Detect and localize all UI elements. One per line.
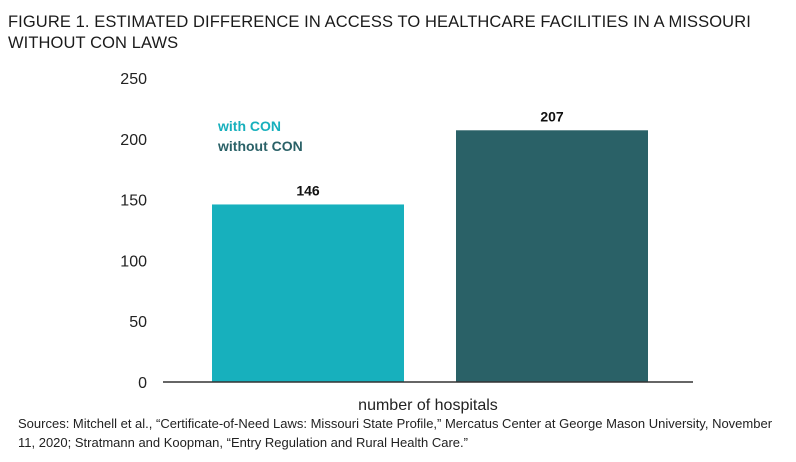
y-tick-label: 250 [120,71,147,88]
bar-without-con [456,130,648,382]
y-tick-label: 100 [120,253,147,270]
y-tick-label: 50 [129,314,147,331]
figure-title: FIGURE 1. ESTIMATED DIFFERENCE IN ACCESS… [8,13,751,52]
bar-with-con [212,204,404,382]
data-label: 207 [540,108,564,124]
x-axis-label: number of hospitals [358,397,498,414]
legend-entry: with CON [217,118,281,134]
y-tick-label: 150 [120,193,147,210]
data-label: 146 [296,182,320,198]
y-tick-label: 0 [138,375,147,392]
legend-entry: without CON [217,138,303,154]
bar-chart: 0 50 100 150 200 250 146 207 number of hospitals… [120,71,693,414]
sources-note: Sources: Mitchell et al., “Certificate-o… [18,416,773,450]
y-tick-label: 200 [120,132,147,149]
